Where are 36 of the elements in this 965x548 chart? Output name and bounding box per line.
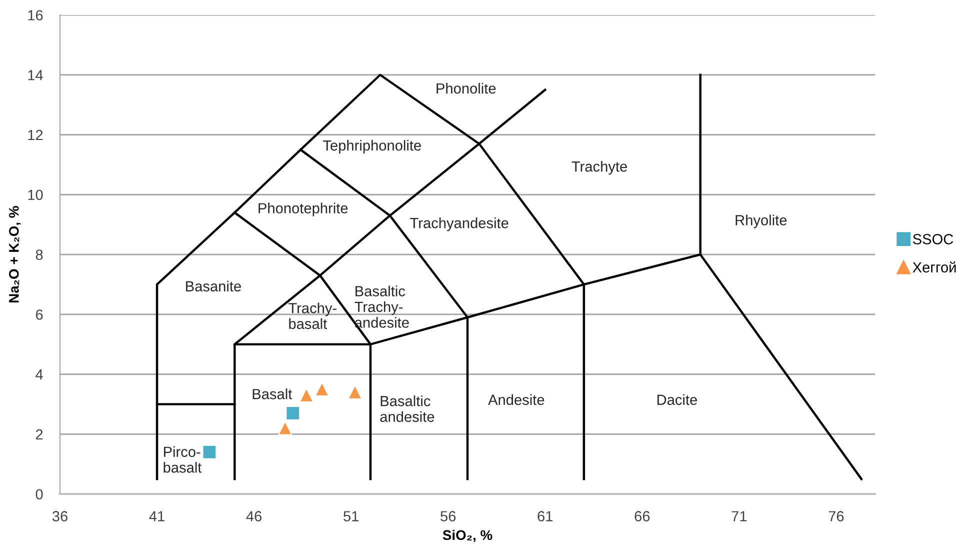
annotation: Basalt	[252, 388, 292, 400]
annotation: Andesite	[488, 394, 544, 405]
y-tick-label: 2	[36, 429, 43, 440]
y-tick-label: 14	[28, 70, 43, 80]
annotation: Trachyte	[572, 161, 627, 175]
x-tick-label: 36	[52, 511, 68, 522]
legend-label: SSOC	[912, 234, 954, 244]
y-tick-label: 16	[28, 10, 43, 20]
y-tick-label: 4	[36, 370, 43, 380]
x-tick-label: 41	[149, 511, 164, 522]
annotation: Pirco- basalt	[164, 446, 202, 473]
x-tick-label: 51	[344, 511, 358, 522]
x-axis-title: SiO₂, %	[442, 530, 492, 542]
y-axis-title: Na₂O + K₂O, %	[8, 206, 21, 302]
y-tick-label: 8	[36, 250, 43, 260]
x-tick-label: 61	[538, 511, 553, 522]
annotation: Phonolite	[436, 82, 496, 94]
y-tick-label: 6	[36, 309, 43, 320]
x-tick-label: 66	[634, 511, 650, 522]
y-tick-label: 12	[28, 130, 43, 140]
x-tick-label: 76	[828, 511, 844, 522]
x-tick-label: 71	[732, 511, 747, 522]
y-tick-label: 10	[28, 190, 43, 200]
annotation: Dacite	[657, 394, 697, 405]
annotation: Basaltic Trachy- andesite	[354, 286, 409, 328]
annotation: Trachy- basalt	[288, 302, 336, 330]
legend-label: Хеггой	[912, 262, 956, 273]
annotation: Phonotephrite	[258, 202, 348, 216]
annotation: Basaltic andesite	[380, 396, 434, 422]
x-tick-label: 46	[246, 511, 262, 522]
x-tick-label: 56	[440, 511, 456, 522]
y-tick-label: 0	[36, 489, 43, 500]
annotation: Basanite	[186, 280, 241, 292]
annotation: Tephriphonolite	[323, 140, 421, 154]
annotation: Trachyandesite	[410, 218, 508, 232]
annotation: Rhyolite	[736, 214, 787, 228]
